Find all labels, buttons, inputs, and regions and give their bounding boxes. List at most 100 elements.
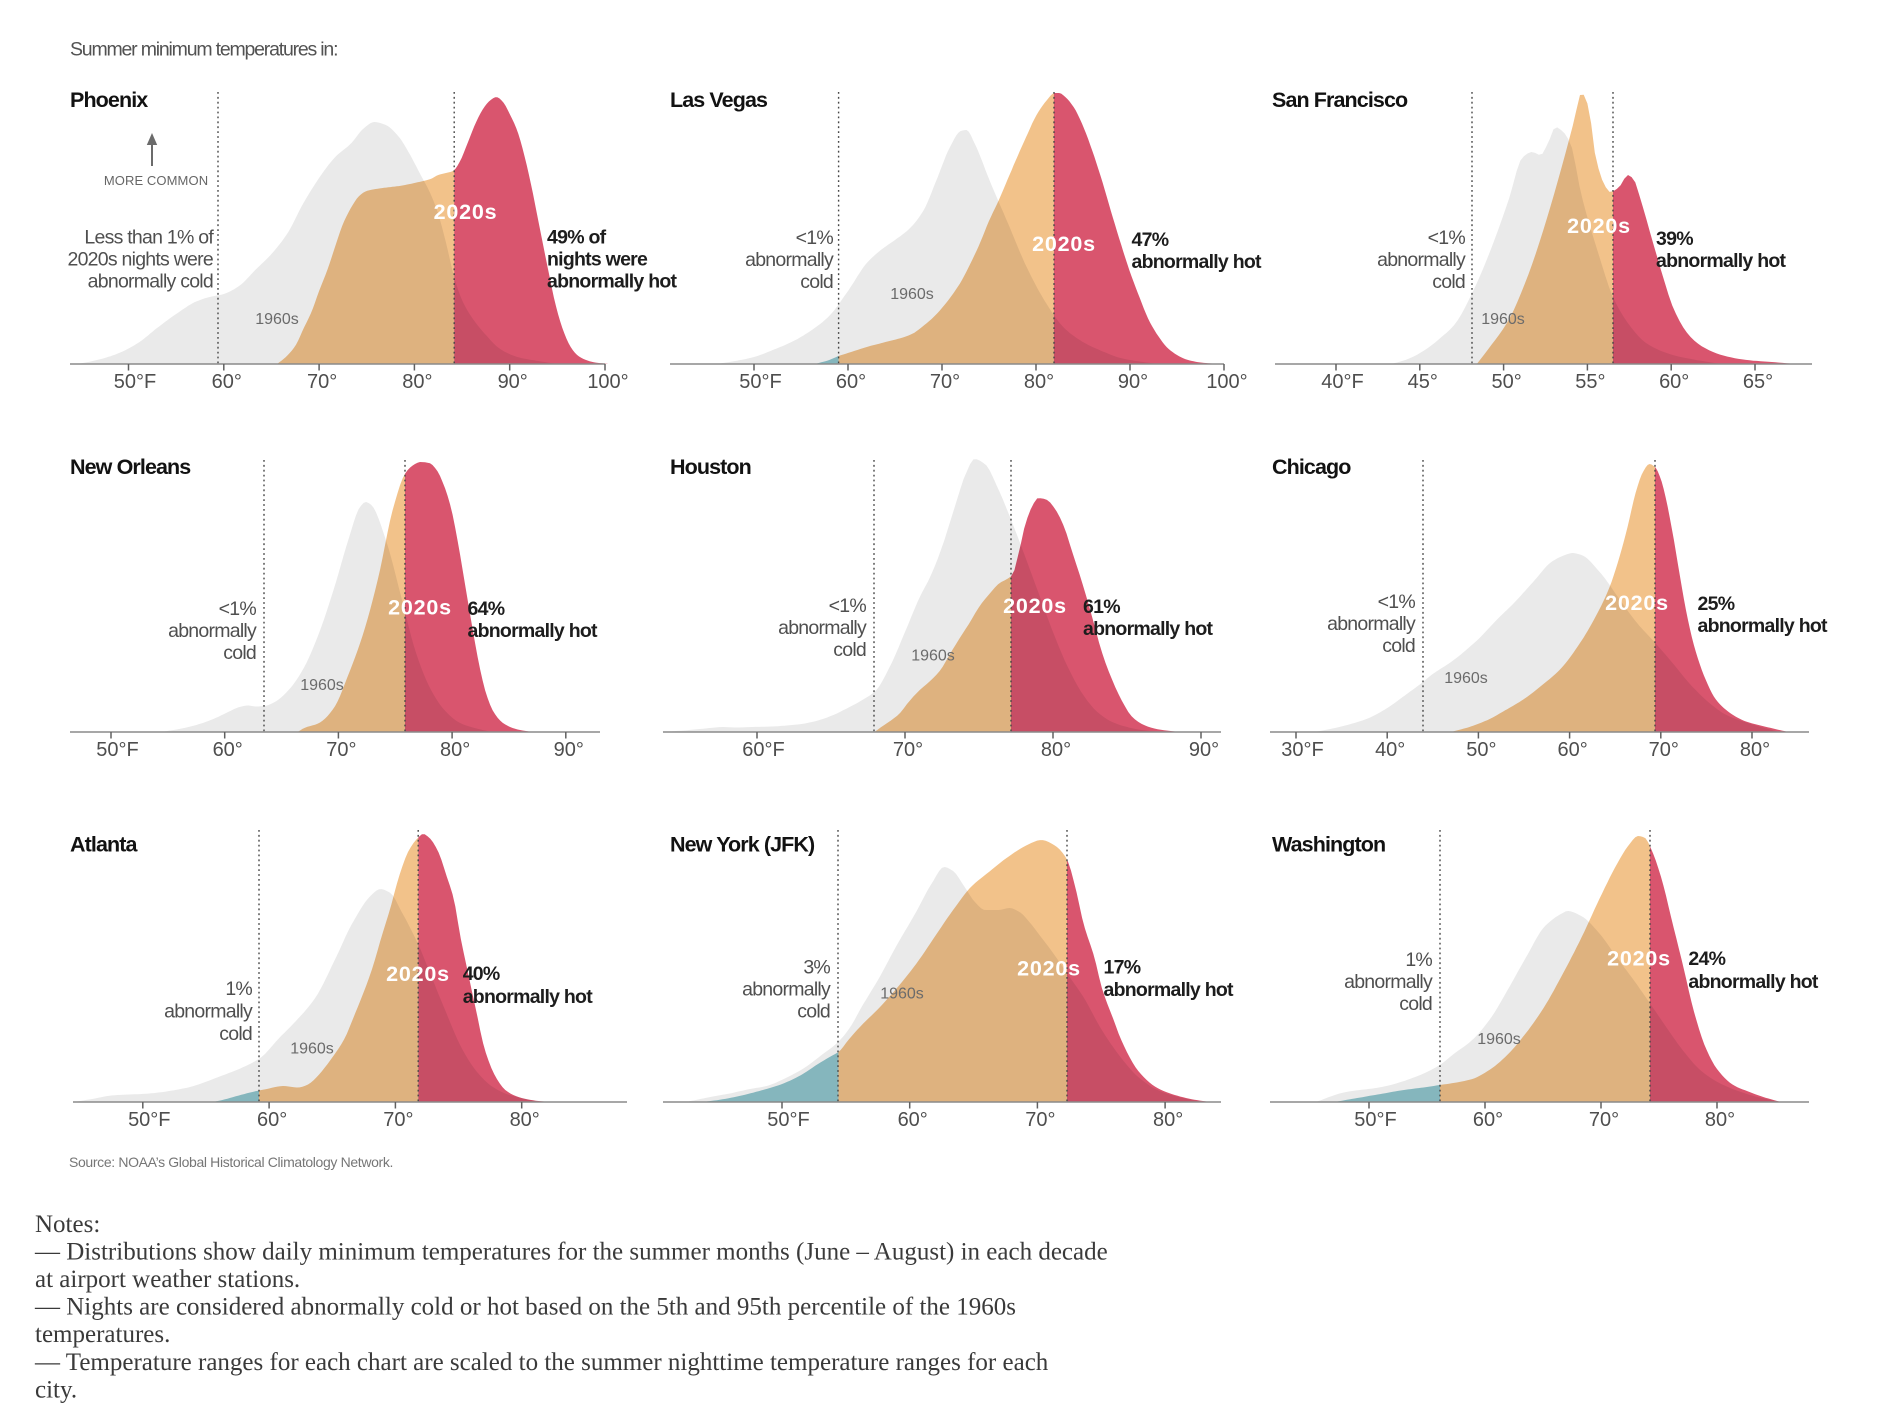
svg-text:1960s: 1960s [300, 677, 344, 694]
svg-text:abnormally: abnormally [1327, 613, 1416, 635]
svg-text:— Temperature ranges for each: — Temperature ranges for each chart are … [34, 1349, 1049, 1376]
svg-text:50°F: 50°F [1354, 1109, 1396, 1131]
svg-text:abnormally: abnormally [778, 617, 867, 639]
svg-text:2020s nights were: 2020s nights were [67, 249, 213, 271]
svg-text:Washington: Washington [1272, 833, 1385, 857]
svg-text:<1%: <1% [219, 598, 257, 620]
svg-text:abnormally: abnormally [742, 979, 831, 1001]
svg-text:2020s: 2020s [1567, 214, 1631, 238]
svg-text:80°: 80° [440, 739, 470, 761]
svg-text:1960s: 1960s [880, 986, 924, 1003]
svg-text:abnormally hot: abnormally hot [1656, 250, 1787, 272]
svg-text:70°: 70° [326, 739, 356, 761]
svg-text:Notes:: Notes: [35, 1211, 100, 1238]
svg-text:1960s: 1960s [290, 1041, 334, 1058]
svg-text:80°: 80° [1153, 1109, 1183, 1131]
svg-text:Less than 1% of: Less than 1% of [84, 227, 214, 249]
svg-text:40°: 40° [1375, 739, 1405, 761]
svg-text:60°: 60° [836, 371, 866, 393]
svg-text:60°: 60° [1473, 1109, 1503, 1131]
svg-text:2020s: 2020s [1607, 947, 1671, 971]
svg-text:3%: 3% [803, 957, 830, 979]
svg-text:60°: 60° [213, 739, 243, 761]
svg-text:<1%: <1% [796, 227, 834, 249]
svg-text:50°F: 50°F [96, 739, 138, 761]
svg-text:abnormally hot: abnormally hot [547, 271, 678, 293]
svg-text:90°: 90° [1189, 739, 1219, 761]
svg-text:2020s: 2020s [1032, 232, 1096, 256]
svg-text:temperatures.: temperatures. [35, 1321, 170, 1348]
svg-text:abnormally: abnormally [164, 1001, 253, 1023]
svg-text:70°: 70° [383, 1109, 413, 1131]
svg-text:Atlanta: Atlanta [70, 833, 139, 857]
svg-text:70°: 70° [893, 739, 923, 761]
svg-text:cold: cold [833, 639, 866, 661]
svg-text:50°F: 50°F [767, 1109, 809, 1131]
svg-text:64%: 64% [468, 598, 505, 620]
svg-text:cold: cold [800, 271, 833, 293]
svg-text:1960s: 1960s [255, 311, 299, 328]
svg-text:Summer minimum temperatures in: Summer minimum temperatures in: [70, 39, 337, 61]
svg-text:— Nights are considered abnorm: — Nights are considered abnormally cold … [34, 1294, 1016, 1321]
svg-text:<1%: <1% [1428, 227, 1466, 249]
svg-text:abnormally cold: abnormally cold [88, 271, 213, 293]
svg-text:30°F: 30°F [1281, 739, 1323, 761]
svg-text:abnormally: abnormally [1377, 249, 1466, 271]
svg-text:— Distributions show daily min: — Distributions show daily minimum tempe… [34, 1238, 1108, 1265]
svg-text:cold: cold [1432, 271, 1465, 293]
svg-text:at airport weather stations.: at airport weather stations. [35, 1266, 300, 1293]
svg-text:70°: 70° [307, 371, 337, 393]
svg-text:abnormally hot: abnormally hot [1688, 971, 1819, 993]
svg-text:abnormally hot: abnormally hot [468, 620, 599, 642]
svg-text:abnormally hot: abnormally hot [463, 986, 594, 1008]
svg-text:Phoenix: Phoenix [70, 88, 148, 112]
svg-text:70°: 70° [1025, 1109, 1055, 1131]
svg-text:60°: 60° [898, 1109, 928, 1131]
svg-text:Source: NOAA’s Global Historic: Source: NOAA’s Global Historical Climato… [69, 1154, 393, 1170]
svg-text:100°: 100° [587, 371, 628, 393]
svg-text:MORE COMMON: MORE COMMON [104, 173, 208, 188]
svg-text:2020s: 2020s [1017, 957, 1081, 981]
svg-text:61%: 61% [1083, 596, 1120, 618]
svg-text:cold: cold [1399, 993, 1432, 1015]
svg-text:80°: 80° [402, 371, 432, 393]
svg-text:39%: 39% [1656, 228, 1693, 250]
svg-text:24%: 24% [1688, 948, 1725, 970]
svg-text:2020s: 2020s [1003, 594, 1067, 618]
svg-text:55°: 55° [1575, 371, 1605, 393]
svg-text:50°: 50° [1491, 371, 1521, 393]
svg-text:<1%: <1% [1378, 591, 1416, 613]
svg-text:New York (JFK): New York (JFK) [670, 833, 815, 857]
svg-text:San Francisco: San Francisco [1272, 88, 1408, 112]
svg-text:50°F: 50°F [114, 371, 156, 393]
svg-text:New Orleans: New Orleans [70, 455, 191, 479]
svg-text:abnormally: abnormally [745, 249, 834, 271]
svg-text:<1%: <1% [829, 595, 867, 617]
svg-text:70°: 70° [1589, 1109, 1619, 1131]
svg-text:1%: 1% [225, 978, 252, 1000]
svg-text:60°F: 60°F [742, 739, 784, 761]
svg-text:60°: 60° [212, 371, 242, 393]
svg-text:90°: 90° [554, 739, 584, 761]
svg-text:Houston: Houston [670, 455, 751, 479]
svg-text:90°: 90° [1118, 371, 1148, 393]
svg-text:city.: city. [35, 1376, 77, 1403]
svg-text:45°: 45° [1408, 371, 1438, 393]
svg-text:60°: 60° [1659, 371, 1689, 393]
svg-text:50°: 50° [1466, 739, 1496, 761]
svg-text:cold: cold [797, 1001, 830, 1023]
svg-text:47%: 47% [1132, 229, 1169, 251]
svg-text:abnormally hot: abnormally hot [1698, 615, 1829, 637]
svg-text:50°F: 50°F [739, 371, 781, 393]
svg-text:2020s: 2020s [388, 596, 452, 620]
svg-text:1960s: 1960s [1481, 311, 1525, 328]
svg-text:1960s: 1960s [1444, 670, 1488, 687]
svg-text:80°: 80° [1740, 739, 1770, 761]
svg-text:2020s: 2020s [386, 962, 450, 986]
svg-text:60°: 60° [257, 1109, 287, 1131]
svg-text:cold: cold [1382, 635, 1415, 657]
svg-text:abnormally hot: abnormally hot [1083, 618, 1214, 640]
svg-text:100°: 100° [1206, 371, 1247, 393]
svg-text:1%: 1% [1405, 949, 1432, 971]
svg-text:1960s: 1960s [911, 648, 955, 665]
